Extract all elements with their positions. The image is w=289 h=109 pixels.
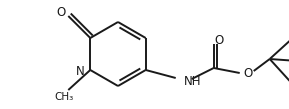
Text: N: N <box>76 65 85 77</box>
Text: CH₃: CH₃ <box>55 92 74 102</box>
Text: O: O <box>243 66 252 79</box>
Text: O: O <box>57 7 66 20</box>
Text: NH: NH <box>184 74 201 88</box>
Text: O: O <box>214 33 223 47</box>
